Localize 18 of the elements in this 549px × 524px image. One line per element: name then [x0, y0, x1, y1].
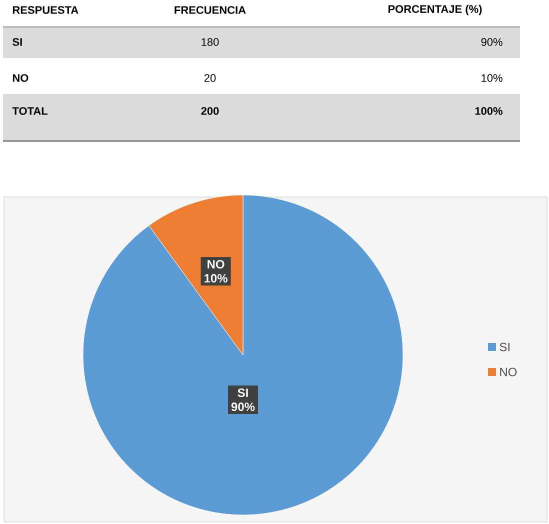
text: NO	[12, 74, 28, 82]
text: TOTAL	[12, 107, 48, 115]
text: 90%	[481, 38, 502, 46]
text: 200	[201, 107, 219, 115]
text: PORCENTAJE (%)	[388, 4, 482, 16]
text: 10%	[482, 74, 502, 82]
slice-label: NO	[208, 260, 224, 269]
text: 100%	[475, 107, 503, 115]
legend-label: SI	[500, 342, 510, 352]
data-label: 10%	[204, 274, 228, 283]
legend-label: NO	[500, 368, 517, 376]
data-label: 90%	[231, 402, 255, 412]
slice-label: SI	[238, 388, 248, 398]
text: RESPUESTA	[12, 6, 78, 14]
text: 180	[202, 38, 219, 46]
text: SI	[12, 38, 22, 46]
text: 20	[204, 74, 216, 82]
text: FRECUENCIA	[174, 6, 246, 14]
